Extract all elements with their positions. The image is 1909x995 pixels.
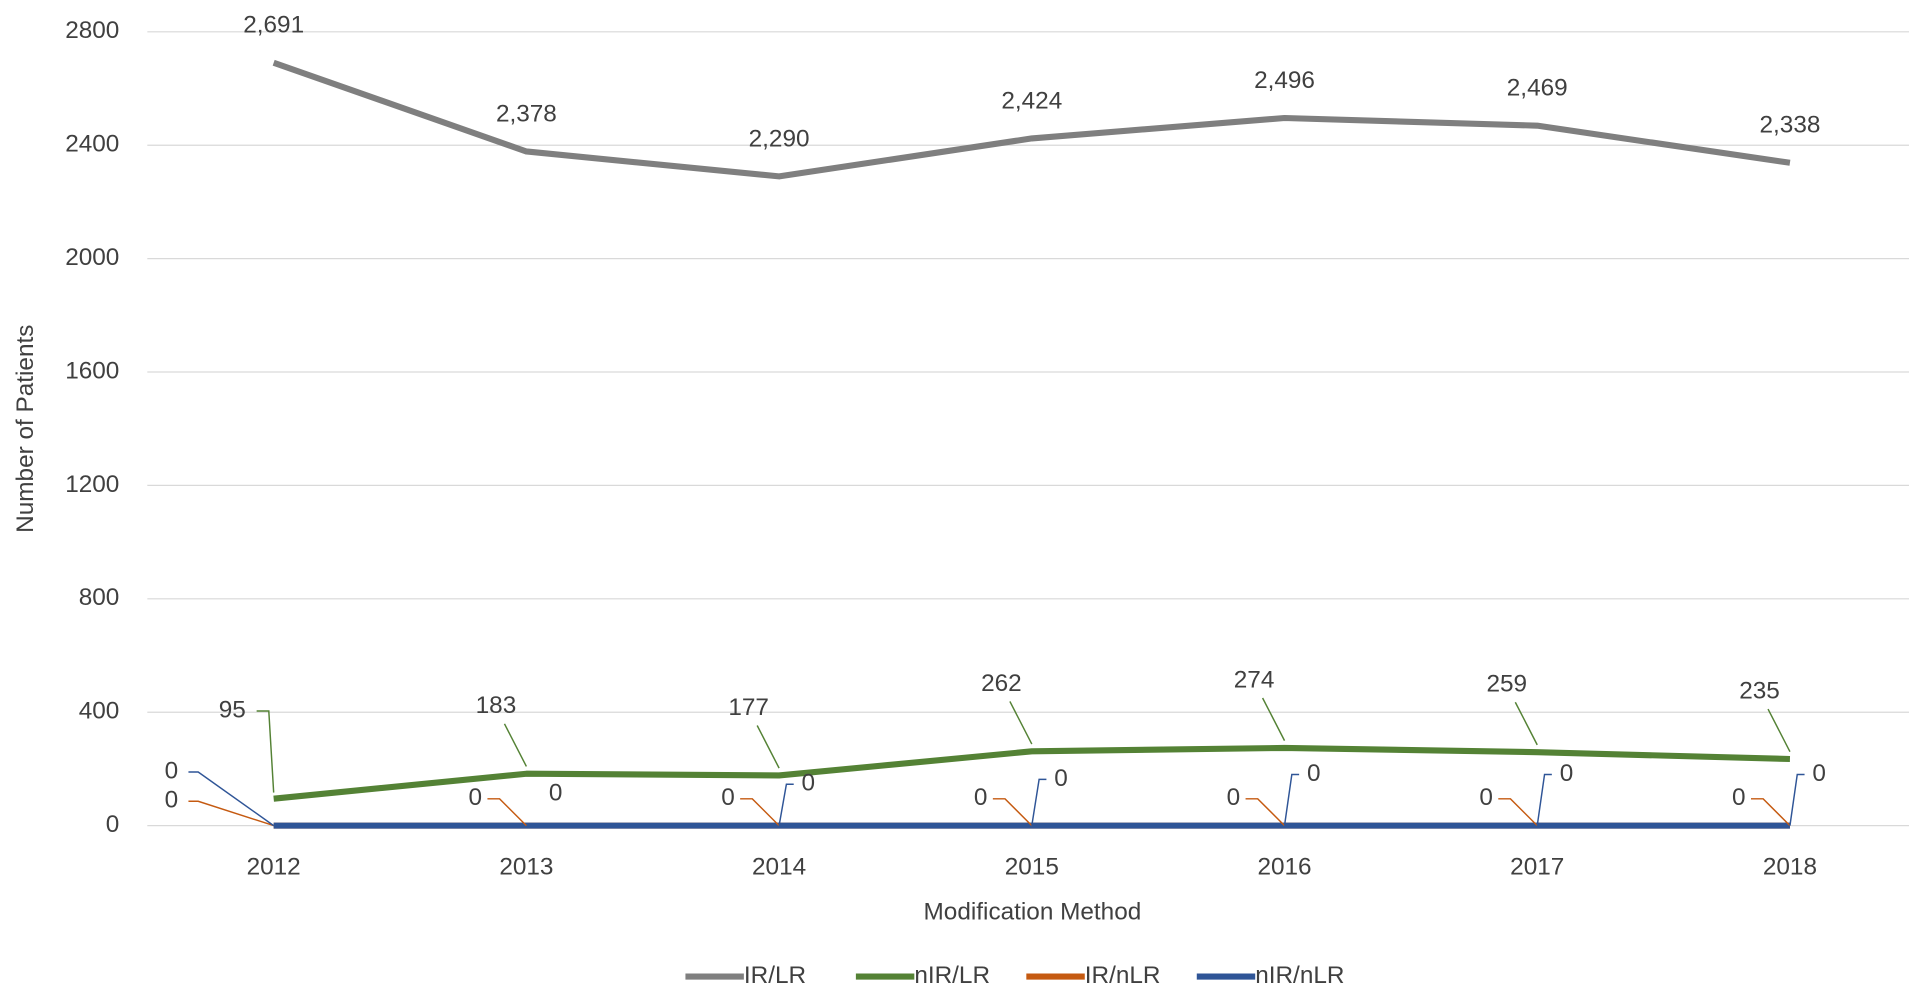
leader-line xyxy=(188,800,274,827)
data-label: 262 xyxy=(981,670,1022,697)
y-tick-label: 800 xyxy=(79,584,120,611)
data-label: 183 xyxy=(476,692,517,719)
data-label: 0 xyxy=(1307,760,1321,787)
data-label: 2,378 xyxy=(496,100,557,127)
y-tick-label: 0 xyxy=(106,811,120,838)
leader-line xyxy=(740,798,780,827)
data-label: 2,290 xyxy=(749,125,810,152)
x-tick-label: 2012 xyxy=(247,854,301,881)
series-line xyxy=(272,59,1791,180)
data-label: 0 xyxy=(165,787,179,814)
x-tick-label: 2015 xyxy=(1005,854,1059,881)
x-axis-title: Modification Method xyxy=(924,899,1142,926)
leader-line xyxy=(1009,701,1033,745)
x-tick-label: 2016 xyxy=(1257,854,1311,881)
legend-label: IR/LR xyxy=(744,962,806,989)
y-tick-label: 1200 xyxy=(65,471,119,498)
y-tick-label: 1600 xyxy=(65,357,119,384)
leader-line xyxy=(503,723,528,767)
data-label: 0 xyxy=(802,770,816,797)
legend-label: IR/nLR xyxy=(1085,962,1161,989)
leader-line xyxy=(256,710,275,793)
leader-line xyxy=(188,771,275,827)
data-label: 0 xyxy=(721,784,735,811)
data-label: 0 xyxy=(468,784,482,811)
leader-line xyxy=(1767,708,1791,753)
leader-line xyxy=(778,783,794,826)
data-label: 0 xyxy=(549,779,563,806)
x-tick-label: 2014 xyxy=(752,854,806,881)
y-tick-label: 2800 xyxy=(65,17,119,44)
data-label: 0 xyxy=(1227,784,1241,811)
data-label: 2,691 xyxy=(243,12,304,39)
data-label: 2,338 xyxy=(1760,112,1821,139)
data-label: 0 xyxy=(1732,784,1746,811)
x-tick-label: 2013 xyxy=(499,854,553,881)
data-label: 95 xyxy=(219,696,246,723)
x-tick-label: 2018 xyxy=(1763,854,1817,881)
leader-line xyxy=(1536,773,1552,826)
data-label: 0 xyxy=(165,757,179,784)
data-label: 235 xyxy=(1739,677,1780,704)
data-label: 259 xyxy=(1487,671,1528,698)
leader-line xyxy=(1750,798,1791,827)
data-label: 2,424 xyxy=(1001,87,1062,114)
data-label: 0 xyxy=(1054,765,1068,792)
leader-line xyxy=(1514,701,1538,746)
series-line xyxy=(273,744,1791,802)
legend-label: nIR/LR xyxy=(914,962,990,989)
leader-line xyxy=(1245,798,1286,827)
data-label: 0 xyxy=(1560,760,1574,787)
data-label: 2,496 xyxy=(1254,67,1315,94)
legend-label: nIR/nLR xyxy=(1255,962,1344,989)
leader-line xyxy=(1261,697,1286,741)
leader-line xyxy=(1031,778,1047,826)
y-axis-title: Number of Patients xyxy=(12,325,39,533)
leader-line xyxy=(992,798,1033,827)
data-label: 177 xyxy=(728,694,769,721)
data-label: 274 xyxy=(1234,666,1275,693)
y-tick-label: 2400 xyxy=(65,131,119,158)
leader-line xyxy=(756,725,780,769)
data-label: 2,469 xyxy=(1507,75,1568,102)
leader-line xyxy=(1498,798,1538,827)
leader-line xyxy=(487,798,527,827)
data-label: 0 xyxy=(1812,760,1826,787)
data-label: 0 xyxy=(974,784,988,811)
y-tick-label: 2000 xyxy=(65,244,119,271)
leader-line xyxy=(1283,773,1300,826)
y-tick-label: 400 xyxy=(79,698,120,725)
leader-line xyxy=(1789,773,1805,826)
data-label: 0 xyxy=(1479,784,1493,811)
x-tick-label: 2017 xyxy=(1510,854,1564,881)
